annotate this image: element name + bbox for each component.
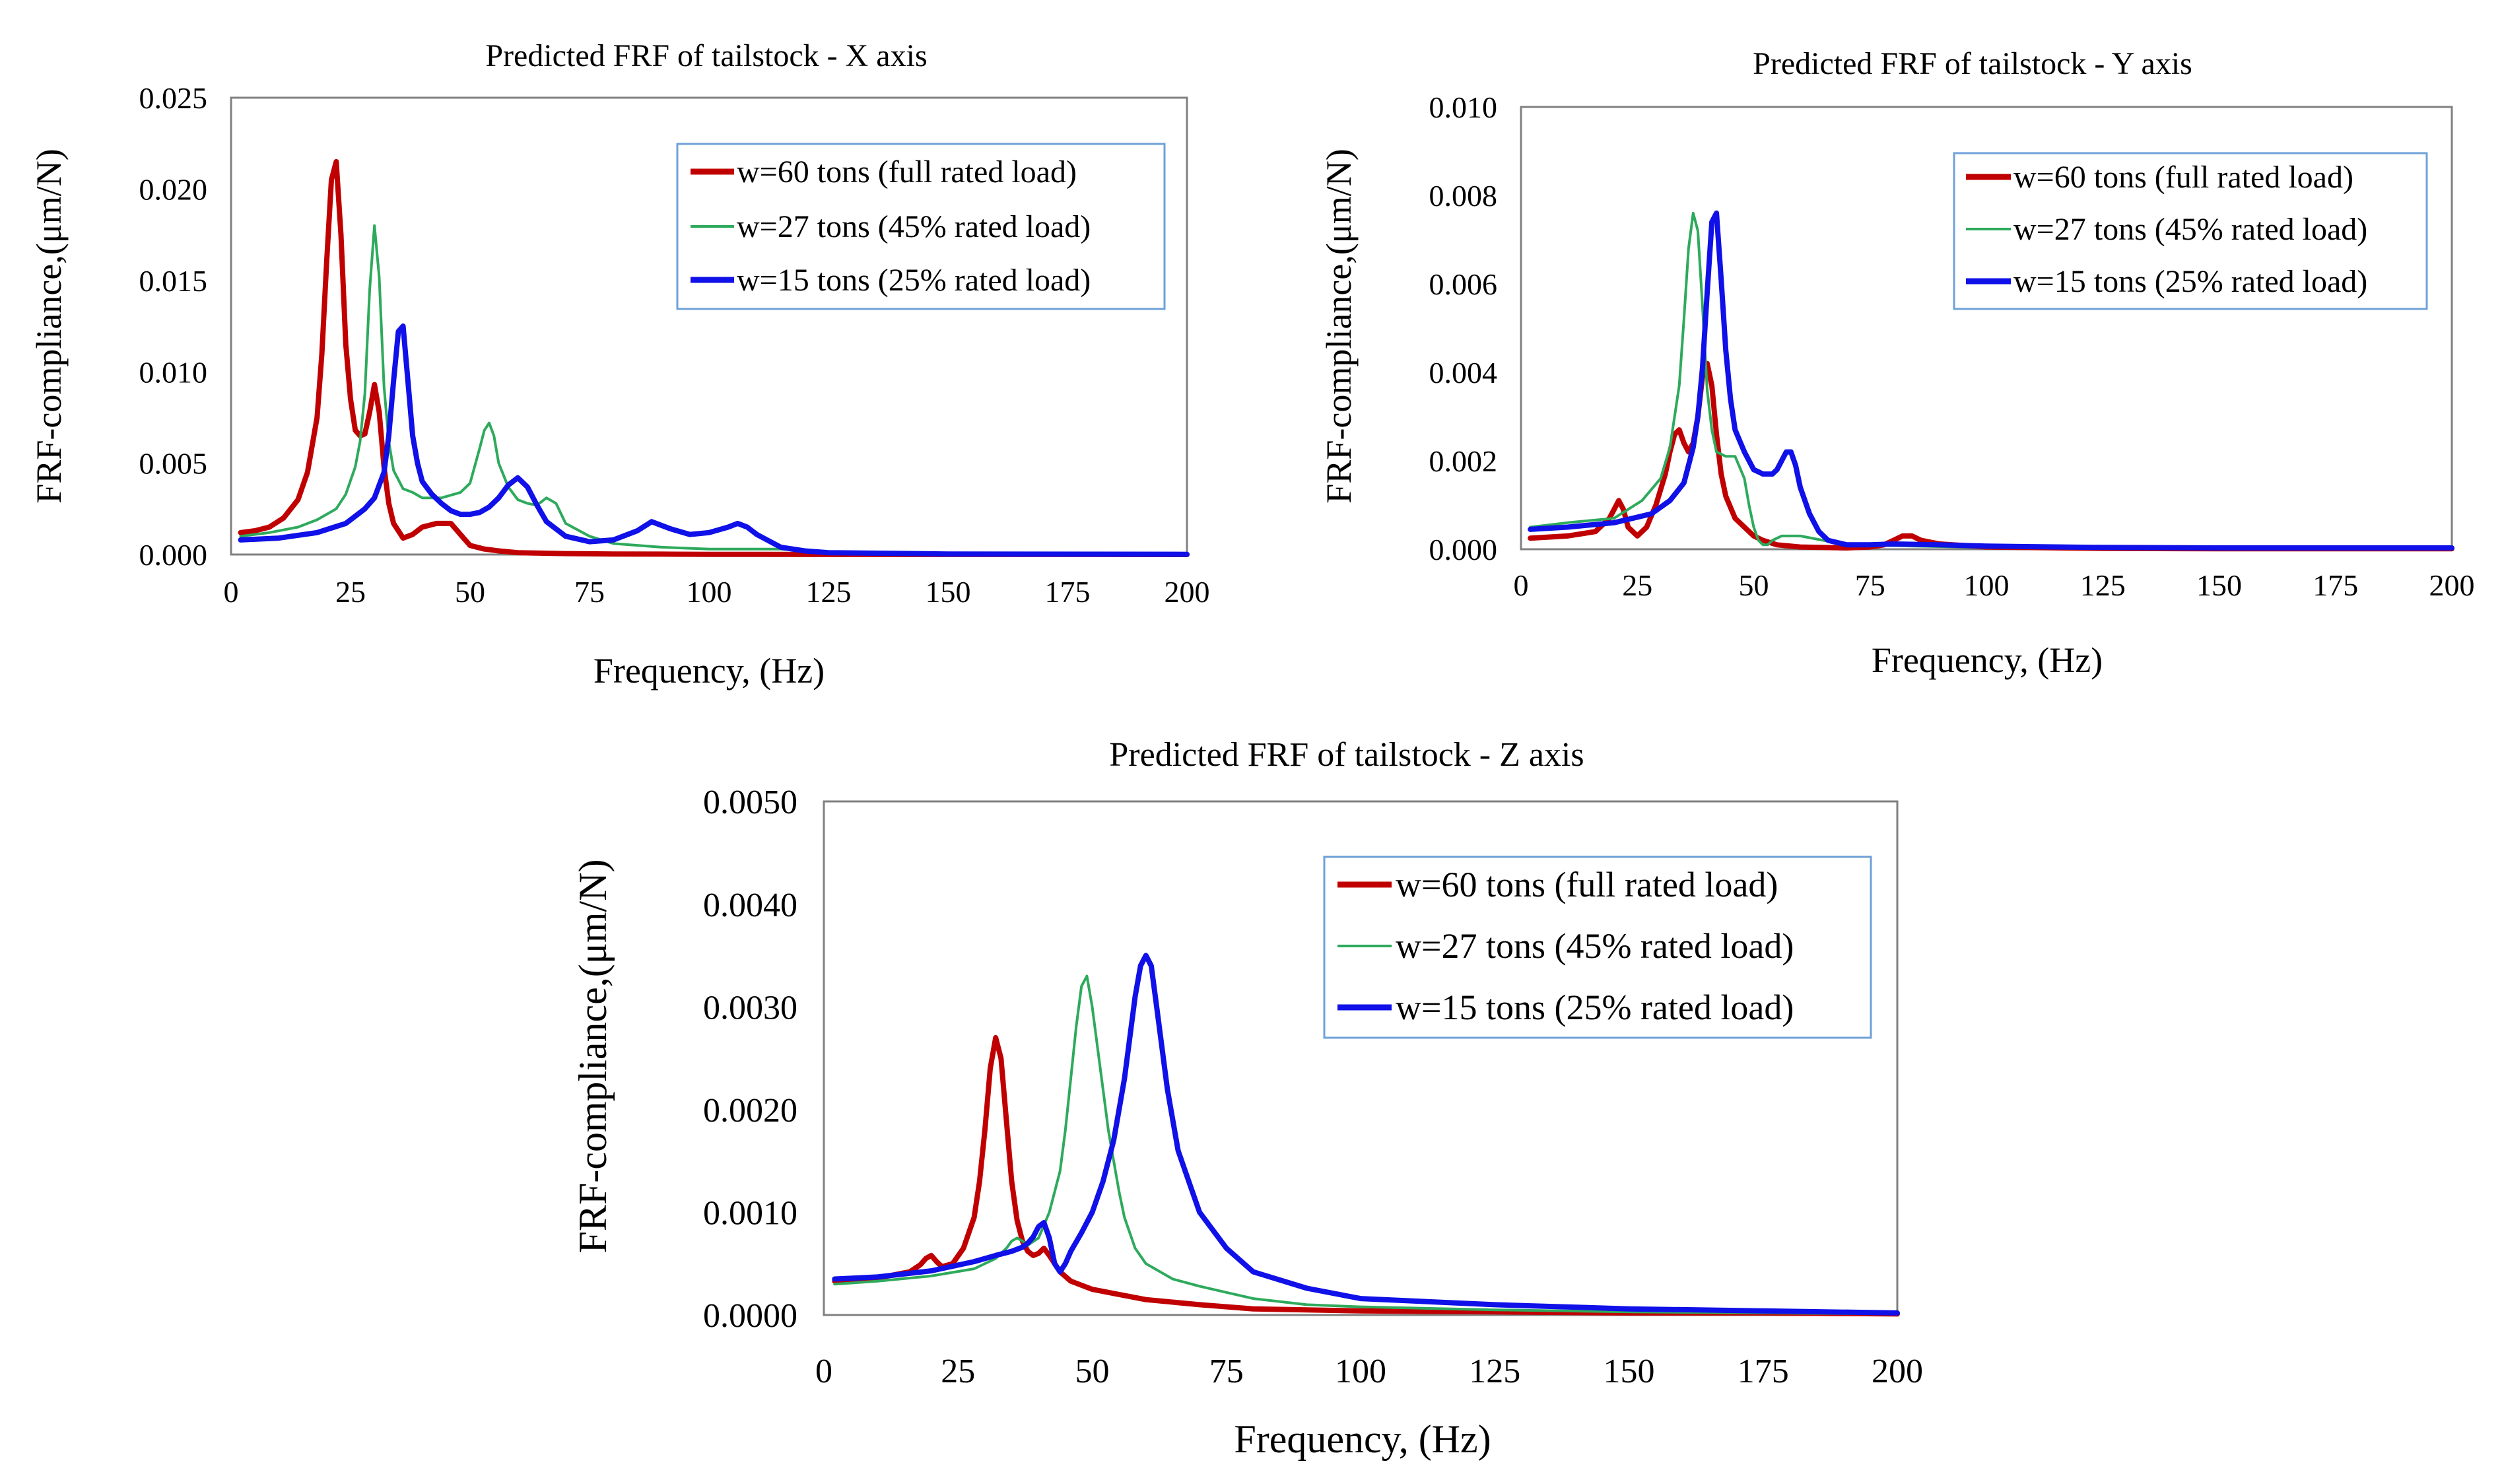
chart-x-ytick-group: 0.000 0.005 0.010 0.015 0.020 0.025: [139, 81, 208, 572]
chart-x-ytick-label: 0.010: [139, 355, 208, 389]
chart-x-xlabel: Frequency, (Hz): [593, 651, 825, 691]
chart-x-legend-label-15t: w=15 tons (25% rated load): [737, 263, 1091, 298]
chart-z-ytick-label: 0.0030: [703, 989, 797, 1027]
chart-x-axis: Predicted FRF of tailstock - X axis 0 25 5…: [29, 38, 1210, 691]
chart-y-xtick-label: 0: [1514, 568, 1529, 602]
chart-z-title: Predicted FRF of tailstock - Z axis: [1109, 736, 1584, 774]
chart-z-ylabel: FRF-compliance,(μm/N): [571, 859, 615, 1253]
chart-x-legend-label-27t: w=27 tons (45% rated load): [737, 209, 1091, 244]
chart-x-legend-box: [676, 143, 1166, 310]
chart-z-xtick-label: 0: [815, 1353, 832, 1390]
chart-x-xtick-label: 25: [335, 575, 366, 609]
chart-x-series-27t: [239, 224, 1188, 556]
chart-x-xtick-group: 0 25 50 75 100 125 150 175 200: [224, 575, 1210, 609]
chart-y-title: Predicted FRF of tailstock - Y axis: [1753, 46, 2192, 81]
chart-z-xtick-label: 150: [1604, 1353, 1655, 1390]
chart-z-ytick-label: 0.0010: [703, 1195, 797, 1232]
chart-y-xtick-label: 125: [2080, 568, 2126, 602]
chart-y-xtick-label: 200: [2429, 568, 2475, 602]
chart-z-ytick-label: 0.0050: [703, 784, 797, 821]
chart-z-series-27t: [833, 974, 1899, 1316]
chart-y-xtick-label: 175: [2313, 568, 2358, 602]
chart-z-legend-label-27t: w=27 tons (45% rated load): [1396, 926, 1794, 966]
chart-x-legend-label-60t: w=60 tons (full rated load): [737, 154, 1077, 189]
chart-x-ytick-label: 0.020: [139, 173, 208, 207]
chart-z-legend-label-60t: w=60 tons (full rated load): [1396, 865, 1778, 904]
chart-y-ytick-group: 0.000 0.002 0.004 0.006 0.008 0.010: [1429, 90, 1498, 566]
chart-y-ytick-label: 0.004: [1429, 356, 1498, 389]
chart-z-ytick-label: 0.0040: [703, 887, 797, 924]
chart-x-series-15t: [238, 323, 1190, 557]
chart-x-ytick-label: 0.025: [139, 81, 208, 115]
chart-z-ytick-group: 0.0000 0.0010 0.0020 0.0030 0.0040 0.0050: [703, 784, 797, 1335]
chart-z-xtick-label: 25: [941, 1353, 975, 1390]
chart-y-legend-label-27t: w=27 tons (45% rated load): [2013, 212, 2367, 247]
chart-y-ytick-label: 0.008: [1429, 179, 1498, 213]
chart-y-xtick-label: 25: [1622, 568, 1652, 602]
chart-x-ytick-label: 0.005: [139, 447, 208, 481]
chart-z-xtick-group: 0 25 50 75 100 125 150 175 200: [815, 1353, 1923, 1390]
chart-y-legend: w=60 tons (full rated load) w=27 tons (4…: [1953, 152, 2428, 310]
chart-x-title: Predicted FRF of tailstock - X axis: [485, 38, 927, 73]
chart-z-series-group: [832, 953, 1900, 1317]
chart-y-xlabel: Frequency, (Hz): [1872, 640, 2103, 680]
chart-z-legend-box: [1323, 856, 1872, 1039]
chart-z-xlabel: Frequency, (Hz): [1234, 1417, 1491, 1461]
chart-z-ytick-label: 0.0020: [703, 1092, 797, 1130]
chart-y-ytick-label: 0.002: [1429, 444, 1498, 478]
chart-x-xtick-label: 150: [926, 575, 971, 609]
chart-y-series-60t: [1528, 360, 2454, 552]
chart-z-legend: w=60 tons (full rated load) w=27 tons (4…: [1323, 856, 1872, 1039]
chart-z-xtick-label: 75: [1209, 1353, 1244, 1390]
chart-z-axis: Predicted FRF of tailstock - Z axis 0 25 5…: [571, 736, 1923, 1461]
chart-y-ytick-label: 0.006: [1429, 267, 1498, 301]
chart-z-xtick-label: 50: [1075, 1353, 1110, 1390]
chart-x-xtick-label: 0: [224, 575, 239, 609]
chart-x-xtick-label: 100: [687, 575, 732, 609]
chart-z-legend-label-15t: w=15 tons (25% rated load): [1396, 988, 1794, 1027]
chart-y-legend-label-60t: w=60 tons (full rated load): [2013, 160, 2353, 195]
chart-z-series-15t: [832, 953, 1900, 1316]
chart-x-ytick-label: 0.000: [139, 538, 208, 572]
chart-z-xtick-label: 200: [1872, 1353, 1923, 1390]
chart-z-plot-area: [823, 800, 1899, 1316]
chart-y-series-group: [1528, 210, 2454, 552]
chart-y-legend-label-15t: w=15 tons (25% rated load): [2013, 264, 2367, 299]
chart-y-xtick-label: 150: [2196, 568, 2242, 602]
chart-y-xtick-label: 50: [1739, 568, 1769, 602]
chart-x-ylabel: FRF-compliance,(μm/N): [29, 149, 69, 503]
chart-z-xtick-label: 125: [1469, 1353, 1520, 1390]
chart-z-ytick-label: 0.0000: [703, 1297, 797, 1335]
chart-x-ytick-label: 0.015: [139, 264, 208, 298]
chart-x-xtick-label: 50: [455, 575, 485, 609]
chart-y-xtick-label: 100: [1964, 568, 2010, 602]
chart-x-legend: w=60 tons (full rated load) w=27 tons (4…: [676, 143, 1166, 310]
chart-z-xtick-label: 175: [1738, 1353, 1789, 1390]
chart-y-series-15t: [1528, 210, 2454, 551]
chart-x-series-group: [238, 158, 1190, 557]
chart-x-xtick-label: 125: [806, 575, 852, 609]
chart-y-ytick-label: 0.010: [1429, 90, 1498, 124]
chart-y-xtick-group: 0 25 50 75 100 125 150 175 200: [1514, 568, 2475, 602]
chart-y-ylabel: FRF-compliance,(μm/N): [1319, 149, 1359, 503]
chart-y-ytick-label: 0.000: [1429, 533, 1498, 566]
chart-z-xtick-label: 100: [1335, 1353, 1386, 1390]
chart-x-xtick-label: 175: [1045, 575, 1091, 609]
chart-y-legend-box: [1953, 152, 2428, 310]
chart-y-xtick-label: 75: [1855, 568, 1885, 602]
chart-x-xtick-label: 200: [1165, 575, 1210, 609]
chart-x-xtick-label: 75: [574, 575, 605, 609]
chart-y-axis: Predicted FRF of tailstock - Y axis 0 25 5…: [1319, 46, 2475, 680]
chart-z-series-60t: [832, 1034, 1900, 1317]
